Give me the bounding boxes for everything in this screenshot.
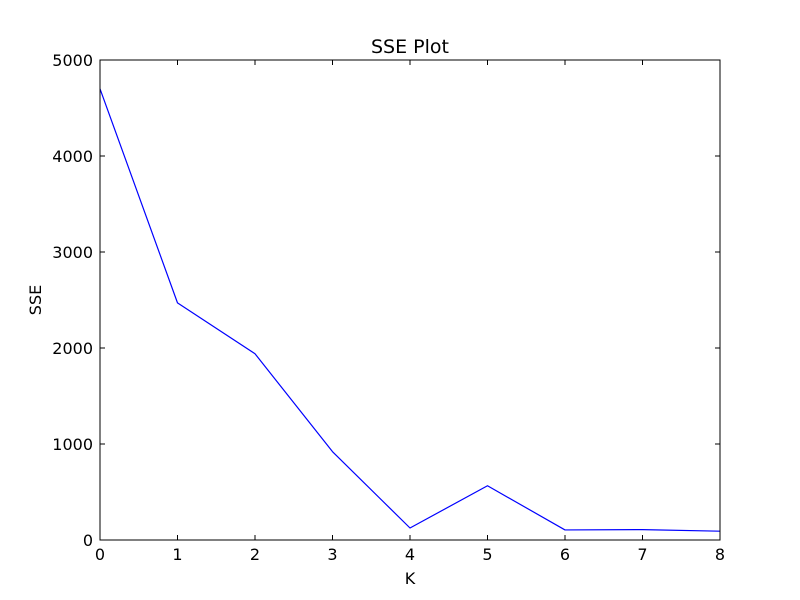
y-tick-label: 5000 <box>52 51 93 70</box>
x-tick-label: 3 <box>327 545 337 564</box>
y-tick-label: 2000 <box>52 339 93 358</box>
chart-title: SSE Plot <box>371 36 449 58</box>
y-axis-label: SSE <box>26 285 45 315</box>
plot-area <box>100 60 720 540</box>
x-tick-label: 8 <box>715 545 725 564</box>
x-tick-label: 5 <box>482 545 492 564</box>
series-lines <box>99 88 721 532</box>
x-tick-label: 1 <box>172 545 182 564</box>
series-line <box>99 88 721 532</box>
y-tick-label: 4000 <box>52 147 93 166</box>
x-tick-labels: 0 1 2 3 4 5 6 7 8 <box>95 545 725 564</box>
x-tick-label: 6 <box>560 545 570 564</box>
plot-frame <box>99 59 721 541</box>
x-tick-label: 2 <box>250 545 260 564</box>
y-tick-label: 3000 <box>52 243 93 262</box>
x-axis-label: K <box>405 569 416 588</box>
y-tick-label: 1000 <box>52 435 93 454</box>
y-tick-labels: 0 1000 2000 3000 4000 5000 <box>52 51 93 550</box>
x-tick-label: 0 <box>95 545 105 564</box>
x-tick-label: 7 <box>637 545 647 564</box>
y-tick-label: 0 <box>83 531 93 550</box>
x-tick-label: 4 <box>405 545 415 564</box>
